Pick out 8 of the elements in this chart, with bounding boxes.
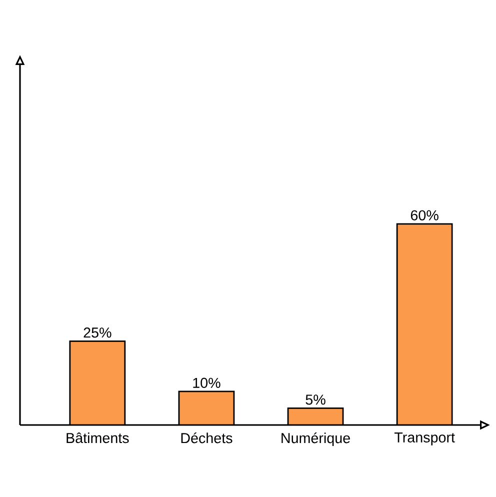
x-tick-label: Transport: [394, 432, 455, 446]
data-label: 60%: [410, 210, 438, 220]
x-tick-label: Numérique: [282, 432, 350, 446]
x-tick-label: Déchets: [181, 432, 232, 444]
x-tick-label: Bâtiments: [66, 432, 129, 444]
data-label: 5%: [306, 394, 326, 405]
data-label: 25%: [84, 328, 112, 338]
data-label: 10%: [193, 378, 220, 388]
